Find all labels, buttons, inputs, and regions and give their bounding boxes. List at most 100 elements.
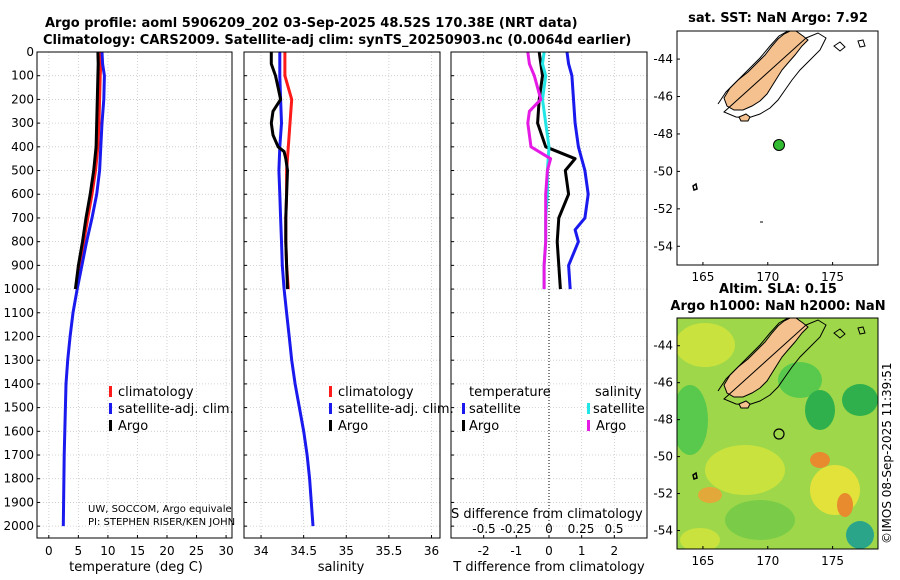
x-tick-label: 1 [578,544,586,558]
x-tick-label: 15 [130,544,145,558]
sst-map-title: sat. SST: NaN Argo: 7.92 [688,11,868,26]
sla-argo-position-marker [773,428,785,440]
legend-label-s-argo: Argo [596,419,626,434]
salinity-panel: 34 34.5 35 35.5 36 salinity climatology sate… [243,51,454,575]
legend-swatch-satellite [109,403,112,414]
imos-watermark: ©IMOS 08-Sep-2025 11:39:51 [880,362,894,544]
y-tick-label: 1500 [3,401,34,415]
map-y-tick-label: -48 [653,127,673,141]
argo-position-marker [773,139,785,151]
legend-swatch-s-argo [587,420,590,431]
temperature-frame [36,51,233,539]
map-y-tick-label: -44 [653,52,673,66]
legend-swatch-argo [109,420,112,431]
y-tick-label: 1000 [3,282,34,296]
legend-label-satellite: satellite-adj. clim. [338,402,454,417]
legend-swatch-t-satellite [462,403,465,414]
stewart-island [738,113,751,122]
map-y-tick-label: -50 [653,450,673,464]
temperature-legend: climatology satellite-adj. clim. Argo [109,385,234,434]
temperature-ticks: 0100200300400500600700800900100011001200… [3,45,233,558]
map-y-tick-label: -46 [653,90,673,104]
x-tick-label: 20 [159,544,174,558]
y-tick-label: 0 [26,45,34,59]
map-y-tick-label: -52 [653,487,673,501]
x-tick-label: 34 [253,544,268,558]
salinity-frame [243,51,441,539]
salinity-legend: climatology satellite-adj. clim. Argo [329,385,454,434]
map-y-tick-label: -48 [653,413,673,427]
series-line-temperature-satellite [565,52,590,290]
map-x-tick-label: 170 [756,270,779,284]
legend-label-t-argo: Argo [469,419,499,434]
difference-xlabel: T difference from climatology [452,560,645,575]
legend-label-climatology: climatology [118,385,194,400]
auckland-island [692,182,698,191]
legend-label-argo: Argo [338,419,368,434]
y-tick-label: 1200 [3,329,34,343]
y-tick-label: 200 [11,92,34,106]
legend-label-t-satellite: satellite [469,402,521,417]
y-tick-label: 500 [11,164,34,178]
map-y-tick-label: -54 [653,524,673,538]
legend-swatch-t-argo [462,420,465,431]
secondary-tick: -0.5 [472,522,495,536]
legend-swatch-climatology [329,386,332,397]
sla-map-frame [676,317,879,550]
y-tick-label: 1900 [3,495,34,509]
sla-blob [842,384,878,416]
y-tick-label: 1100 [3,306,34,320]
y-tick-label: 800 [11,235,34,249]
temperature-grid [37,51,232,538]
sla-blob [725,500,795,540]
sla-blob [698,487,722,503]
sla-blob [846,521,874,549]
sla-blob [677,385,708,455]
map-y-tick-label: -44 [653,339,673,353]
sla-blob [677,323,735,367]
sla-map-title-2: Argo h1000: NaN h2000: NaN [670,299,885,314]
sst-map-ticks: 165 170 175 -44 -46 -48 -50 -52 -54 [653,52,844,284]
chatham-island [833,39,866,52]
series-line-salinity-argo [526,52,553,290]
legend-title-salinity: salinity [595,385,642,400]
sla-map-field [677,318,878,549]
map-y-tick-label: -54 [653,239,673,253]
sla-stewart-island [738,400,751,409]
difference-series [526,52,590,290]
legend-title-temperature: temperature [469,385,551,400]
title-line2: Climatology: CARS2009. Satellite-adj cli… [43,33,631,48]
sla-blob [705,445,785,495]
note-line-2: PI: STEPHEN RISER/KEN JOHN [88,517,235,528]
y-tick-label: 1600 [3,424,34,438]
x-tick-label: 30 [218,544,233,558]
map-x-tick-label: 165 [691,554,714,568]
x-tick-label: 35.5 [376,544,403,558]
series-line-satellite-adj-clim- [61,52,106,527]
difference-frame [450,51,648,539]
temperature-xlabel: temperature (deg C) [69,560,203,575]
map-x-tick-label: 170 [756,554,779,568]
sla-land [723,318,809,398]
salinity-xlabel: salinity [318,560,365,575]
y-tick-label: 1300 [3,353,34,367]
y-tick-label: 100 [11,69,34,83]
y-tick-label: 600 [11,187,34,201]
sla-blob [805,390,835,430]
map-y-tick-label: -46 [653,376,673,390]
salinity-series [269,52,315,527]
y-tick-label: 300 [11,116,34,130]
x-tick-label: 2 [611,544,619,558]
legend-swatch-s-satellite [587,403,590,414]
temperature-panel: 0100200300400500600700800900100011001200… [3,45,235,575]
y-tick-label: 1800 [3,472,34,486]
difference-legend: temperature salinity satellite Argo sate… [462,385,645,434]
x-tick-label: 0 [45,544,53,558]
series-line-satellite-adj-clim- [277,52,315,527]
y-tick-label: 1400 [3,377,34,391]
x-tick-label: 25 [189,544,204,558]
y-tick-label: 400 [11,140,34,154]
sst-map-frame [676,30,879,266]
sla-map-title-1: Altim. SLA: 0.15 [719,282,837,297]
